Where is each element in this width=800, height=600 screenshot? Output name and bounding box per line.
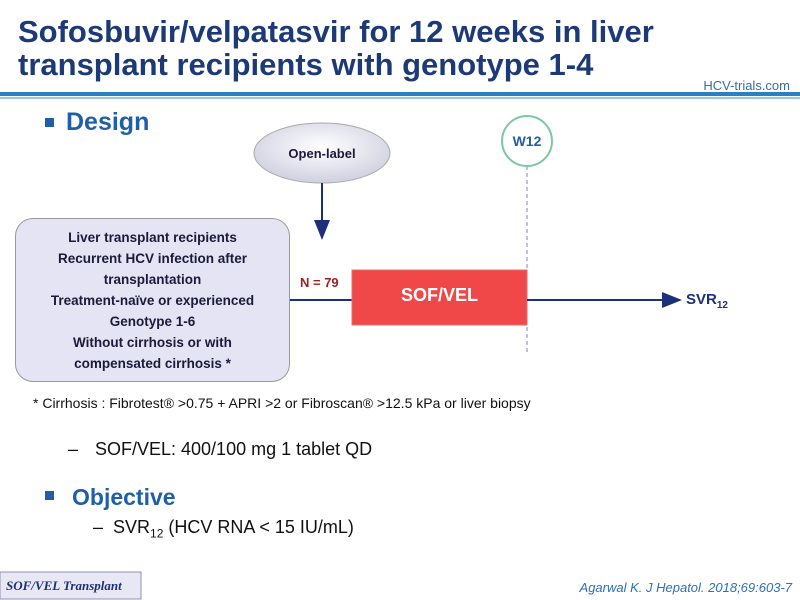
population-line: Treatment-naïve or experienced xyxy=(50,292,255,308)
population-line: Recurrent HCV infection after xyxy=(57,250,248,266)
outcome-main: SVR xyxy=(686,291,717,308)
arm-box xyxy=(351,269,528,326)
week-marker: W12 xyxy=(512,133,542,149)
bullet xyxy=(45,118,54,127)
objective-sub: 12 xyxy=(150,526,164,541)
logo: HCV-trials.com xyxy=(703,78,790,93)
population-line: Without cirrhosis or with xyxy=(73,334,232,350)
population-line: Genotype 1-6 xyxy=(109,313,196,329)
dose: SOF/VEL: 400/100 mg 1 tablet QD xyxy=(95,439,373,459)
title-rule xyxy=(0,92,800,96)
objective-text: SVR12 (HCV RNA < 15 IU/mL) xyxy=(113,517,354,541)
section-heading: Objective xyxy=(72,484,176,510)
section-heading: Design xyxy=(66,108,150,136)
title: Sofosbuvir/velpatasvir for 12 weeks in l… xyxy=(18,14,654,49)
sample-size: N = 79 xyxy=(300,275,339,290)
citation: Agarwal K. J Hepatol. 2018;69:603-7 xyxy=(579,580,792,595)
population-line: transplantation xyxy=(103,271,202,287)
population-box: Liver transplant recipients Recurrent HC… xyxy=(15,218,290,382)
population-line: compensated cirrhosis * xyxy=(74,355,231,371)
objective-rest: (HCV RNA < 15 IU/mL) xyxy=(163,517,354,537)
open-label: Open-label xyxy=(288,146,356,161)
footer-tag-box xyxy=(0,571,142,600)
arm-label: SOF/VEL xyxy=(400,285,478,305)
dash: – xyxy=(93,517,104,537)
outcome-sub: 12 xyxy=(716,300,728,311)
population-line: Liver transplant recipients xyxy=(68,229,237,245)
dash: – xyxy=(68,439,79,459)
footer-tag: SOF/VEL Transplant xyxy=(6,578,122,593)
title: transplant recipients with genotype 1-4 xyxy=(18,47,594,82)
week-circle xyxy=(501,115,553,167)
title-rule-light xyxy=(0,97,800,99)
footnote: * Cirrhosis : Fibrotest® >0.75 + APRI >2… xyxy=(33,395,531,411)
outcome: SVR12 xyxy=(686,291,728,311)
objective-main: SVR xyxy=(113,517,151,537)
bullet xyxy=(45,491,54,500)
